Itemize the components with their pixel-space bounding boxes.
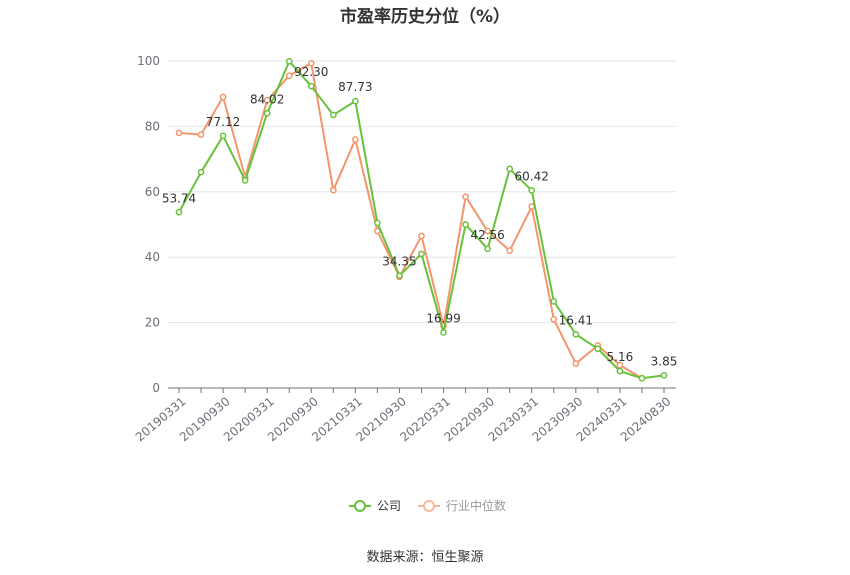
data-label: 34.35 xyxy=(382,255,416,269)
data-point xyxy=(396,272,403,280)
data-point xyxy=(263,109,271,117)
data-point xyxy=(263,96,271,104)
data-point xyxy=(197,131,205,138)
data-point xyxy=(528,187,536,194)
data-label: 87.73 xyxy=(338,80,372,94)
legend-marker xyxy=(354,500,366,512)
data-point xyxy=(462,193,469,201)
data-point xyxy=(506,165,514,173)
data-label: 77.12 xyxy=(206,115,240,129)
data-point xyxy=(352,136,359,143)
data-point xyxy=(352,97,359,105)
data-point xyxy=(616,367,624,375)
y-tick-label: 20 xyxy=(145,316,160,330)
data-point xyxy=(219,132,227,140)
data-point xyxy=(175,129,183,137)
data-point xyxy=(660,372,668,379)
series-line-1 xyxy=(178,62,643,380)
data-label: 5.16 xyxy=(607,350,634,364)
data-point xyxy=(462,221,469,228)
data-label: 16.41 xyxy=(559,313,593,327)
data-label: 53.74 xyxy=(162,191,196,205)
data-point xyxy=(241,177,249,184)
data-label: 16.99 xyxy=(426,311,460,325)
data-point xyxy=(616,361,624,369)
data-label: 60.42 xyxy=(515,169,549,183)
data-point xyxy=(418,250,425,258)
y-tick-label: 60 xyxy=(145,185,160,199)
data-point xyxy=(307,82,315,90)
data-point xyxy=(285,57,293,65)
data-label: 92.30 xyxy=(294,65,328,79)
data-point xyxy=(329,186,337,194)
data-point xyxy=(484,227,491,235)
data-point xyxy=(307,59,315,67)
legend-marker xyxy=(423,500,435,512)
data-point xyxy=(285,72,293,80)
legend-item-1: 行业中位数 xyxy=(418,498,506,513)
data-point xyxy=(197,168,205,176)
y-tick-label: 40 xyxy=(145,250,160,264)
legend-label: 行业中位数 xyxy=(446,498,506,513)
data-point xyxy=(374,219,381,227)
y-tick-label: 0 xyxy=(152,381,160,395)
data-point xyxy=(638,374,646,382)
data-label: 84.02 xyxy=(250,92,284,106)
data-point xyxy=(572,330,580,338)
data-point xyxy=(418,232,425,240)
data-point xyxy=(550,297,558,305)
data-source: 数据来源：恒生聚源 xyxy=(366,550,484,565)
chart-title: 市盈率历史分位（%） xyxy=(339,7,511,27)
legend-item-0: 公司 xyxy=(349,499,401,513)
data-point xyxy=(594,345,602,353)
legend-label: 公司 xyxy=(377,499,401,513)
y-tick-label: 80 xyxy=(145,119,160,133)
data-point xyxy=(484,245,491,253)
data-label: 3.85 xyxy=(651,354,678,368)
data-point xyxy=(329,111,337,119)
data-point xyxy=(440,329,447,336)
data-point xyxy=(550,315,558,323)
data-point xyxy=(506,247,514,255)
series-line-0 xyxy=(178,60,665,380)
data-label: 42.56 xyxy=(470,228,504,242)
y-tick-label: 100 xyxy=(137,54,160,68)
legend: 公司 行业中位数 xyxy=(349,498,506,513)
data-point xyxy=(175,208,183,216)
data-point xyxy=(219,93,227,101)
data-point xyxy=(572,360,580,367)
